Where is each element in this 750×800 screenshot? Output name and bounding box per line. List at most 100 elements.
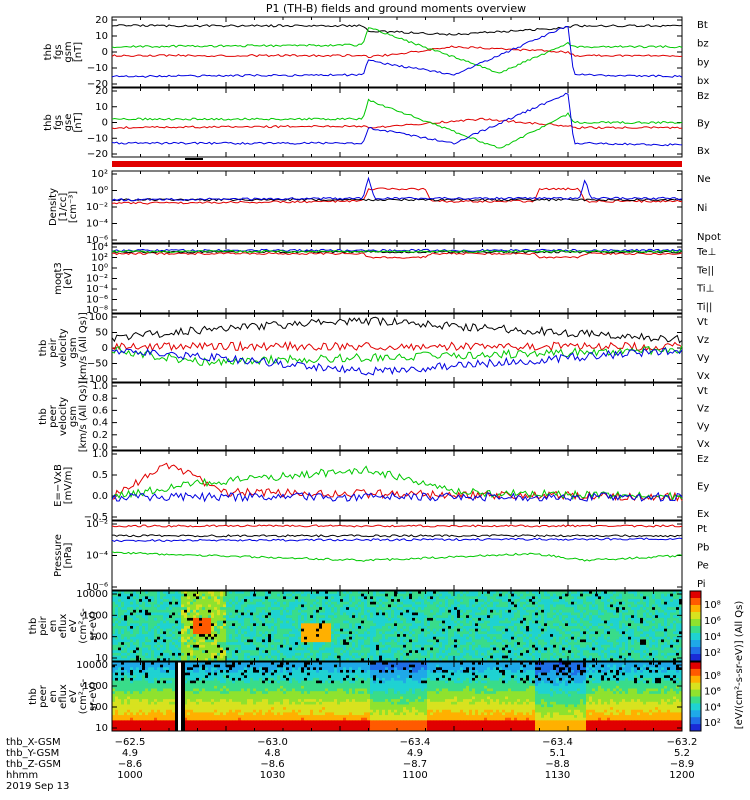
spectrogram-cell <box>289 628 293 632</box>
spectrogram-cell <box>445 607 449 611</box>
spectrogram-cell <box>343 626 347 630</box>
spectrogram-cell <box>433 601 437 605</box>
spectrogram-cell <box>175 604 179 608</box>
spectrogram-cell <box>421 609 425 613</box>
spectrogram-cell <box>505 644 509 648</box>
spectrogram-cell <box>310 596 314 600</box>
spectrogram-cell <box>187 634 191 638</box>
spectrogram-cell <box>229 650 233 654</box>
spectrogram-cell <box>112 612 116 616</box>
spectrogram-cell <box>418 591 422 595</box>
spectrogram-cell <box>220 642 224 646</box>
spectrogram-cell <box>361 631 365 635</box>
spectrogram-cell <box>532 647 536 651</box>
spectrogram-cell <box>388 593 392 597</box>
spectrogram-cell <box>412 593 416 597</box>
spectrogram-cell <box>520 623 524 627</box>
spectrogram-cell <box>205 644 209 648</box>
spectrogram-cell <box>202 617 206 622</box>
spectrogram-cell <box>637 620 641 624</box>
spectrogram-cell <box>481 609 485 613</box>
spectrogram-cell <box>607 626 611 630</box>
spectrogram-cell <box>319 650 323 654</box>
spectrogram-cell <box>637 626 641 630</box>
spectrogram-cell <box>211 634 215 638</box>
spectrogram-cell <box>154 642 158 646</box>
spectrogram-cell <box>265 652 269 657</box>
spectrogram-cell <box>544 617 548 622</box>
spectrogram-cell <box>649 620 653 624</box>
spectrogram-cell <box>418 620 422 624</box>
spectrogram-cell <box>655 591 659 595</box>
spectrogram-cell <box>571 609 575 613</box>
spectrogram-cell <box>613 639 617 643</box>
spectrogram-cell <box>352 601 356 605</box>
spectrogram-cell <box>286 591 290 595</box>
spectrogram-cell <box>274 644 278 648</box>
spectrogram-cell <box>457 596 461 600</box>
spectrogram-cell <box>616 623 620 627</box>
spectrogram-cell <box>475 647 479 651</box>
spectrogram-cell <box>151 607 155 611</box>
spectrogram-cell <box>664 596 668 600</box>
spectrogram-cell <box>163 626 167 630</box>
spectrogram-cell <box>190 591 194 595</box>
spectrogram-cell <box>322 642 326 646</box>
spectrogram-cell <box>166 623 170 627</box>
spectrogram-cell <box>277 636 281 640</box>
spectrogram-cell <box>484 596 488 600</box>
spectrogram-cell <box>367 634 371 638</box>
spectrogram-cell <box>565 593 569 597</box>
spectrogram-cell <box>322 596 326 600</box>
spectrogram-cell <box>403 612 407 616</box>
spectrogram-cell <box>511 639 515 643</box>
spectrogram-cell <box>580 626 584 630</box>
spectrogram-cell <box>616 617 620 622</box>
ytick-label: 1.0 <box>92 381 108 392</box>
spectrogram-cell <box>319 626 323 630</box>
spectrogram-cell <box>148 626 152 630</box>
spectrogram-cell <box>511 642 515 646</box>
spectrogram-cell <box>484 620 488 624</box>
spectrogram-cell <box>136 601 140 605</box>
spectrogram-cell <box>487 591 491 595</box>
spectrogram-cell <box>172 609 176 613</box>
spectrogram-cell <box>154 604 158 608</box>
spectrogram-cell <box>196 596 200 600</box>
spectrogram-cell <box>607 647 611 651</box>
spectrogram-cell <box>415 620 419 624</box>
spectrogram-cell <box>604 604 608 608</box>
spectrogram-cell <box>319 623 323 627</box>
spectrogram-cell <box>214 631 218 635</box>
spectrogram-cell <box>316 652 320 657</box>
spectrogram-cell <box>487 626 491 630</box>
spectrogram-cell <box>628 617 632 622</box>
spectrogram-cell <box>229 639 233 643</box>
spectrogram-cell <box>358 604 362 608</box>
ytick-label: 50 <box>95 328 108 339</box>
spectrogram-cell <box>661 620 665 624</box>
spectrogram-cell <box>370 626 374 630</box>
spectrogram-cell <box>292 631 296 635</box>
spectrogram-cell <box>400 617 404 622</box>
spectrogram-cell <box>559 620 563 624</box>
spectrogram-cell <box>298 617 302 622</box>
spectrogram-cell <box>460 626 464 630</box>
spectrogram-cell <box>424 628 428 632</box>
spectrogram-cell <box>283 617 287 622</box>
spectrogram-cell <box>598 609 602 613</box>
spectrogram-cell <box>349 650 353 654</box>
spectrogram-cell <box>445 593 449 597</box>
spectrogram-cell <box>598 631 602 635</box>
spectrogram-cell <box>364 609 368 613</box>
spectrogram-cell <box>445 642 449 646</box>
spectrogram-cell <box>271 634 275 638</box>
spectrogram-cell <box>406 636 410 640</box>
spectrogram-cell <box>514 617 518 622</box>
spectrogram-cell <box>415 607 419 611</box>
spectrogram-cell <box>256 617 260 622</box>
spectrogram-cell <box>427 601 431 605</box>
spectrogram-cell <box>427 612 431 616</box>
spectrogram-cell <box>436 644 440 648</box>
spectrogram-cell <box>445 599 449 603</box>
